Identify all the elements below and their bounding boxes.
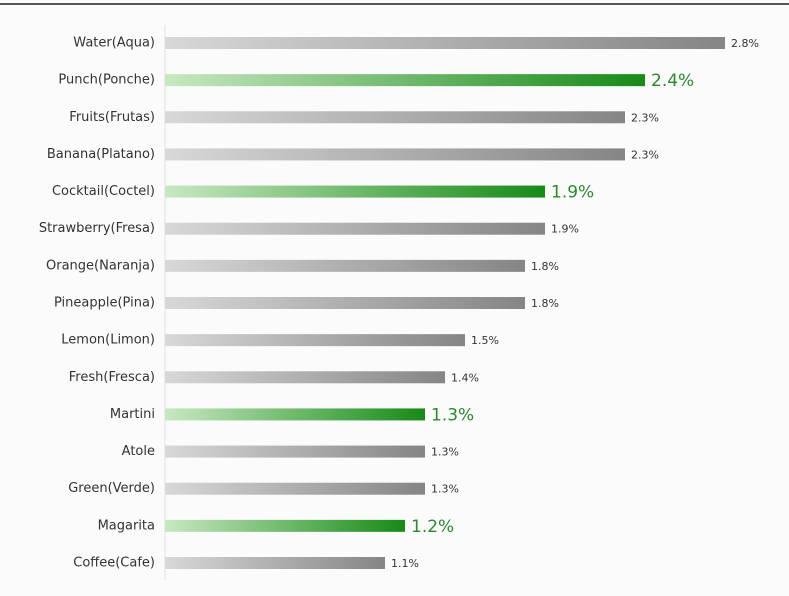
value-label: 1.4%: [451, 371, 479, 384]
category-label: Fruits(Frutas): [69, 110, 155, 125]
bar: [165, 408, 425, 421]
value-label: 2.8%: [731, 37, 759, 50]
category-label: Magarita: [98, 518, 155, 533]
category-label: Coffee(Cafe): [73, 556, 155, 571]
value-label: 1.9%: [551, 183, 594, 203]
bar: [165, 557, 385, 569]
value-label: 1.9%: [551, 223, 579, 236]
value-label: 1.8%: [531, 297, 559, 310]
bar: [165, 74, 645, 87]
bar: [165, 297, 525, 309]
bar: [165, 445, 425, 458]
category-label: Strawberry(Fresa): [39, 221, 155, 236]
category-label: Green(Verde): [68, 481, 155, 496]
value-label: 1.2%: [411, 517, 454, 537]
value-label: 2.3%: [631, 111, 659, 124]
bar: [165, 334, 465, 347]
value-label: 1.3%: [431, 446, 459, 459]
bar: [165, 222, 545, 235]
value-label: 1.3%: [431, 483, 459, 496]
value-label: 1.1%: [391, 557, 419, 570]
category-label: Pineapple(Pina): [54, 296, 155, 311]
value-label: 1.8%: [531, 260, 559, 273]
category-label: Atole: [122, 444, 155, 459]
category-label: Martini: [110, 407, 155, 422]
bar: [165, 37, 725, 49]
value-label: 2.3%: [631, 148, 659, 161]
value-label: 2.4%: [651, 71, 694, 91]
bar: [165, 371, 445, 384]
category-label: Fresh(Fresca): [69, 370, 155, 385]
bar: [165, 482, 425, 495]
category-label: Water(Aqua): [73, 36, 155, 51]
value-label: 1.5%: [471, 334, 499, 347]
category-label: Orange(Naranja): [46, 258, 155, 273]
bar: [165, 259, 525, 272]
category-label: Lemon(Limon): [61, 333, 155, 348]
category-label: Banana(Platano): [47, 147, 155, 162]
category-label: Punch(Ponche): [58, 73, 155, 88]
bar: [165, 111, 625, 124]
bar: [165, 148, 625, 161]
bar: [165, 185, 545, 198]
bar: [165, 519, 405, 532]
category-label: Cocktail(Coctel): [52, 184, 155, 199]
value-label: 1.3%: [431, 405, 474, 425]
